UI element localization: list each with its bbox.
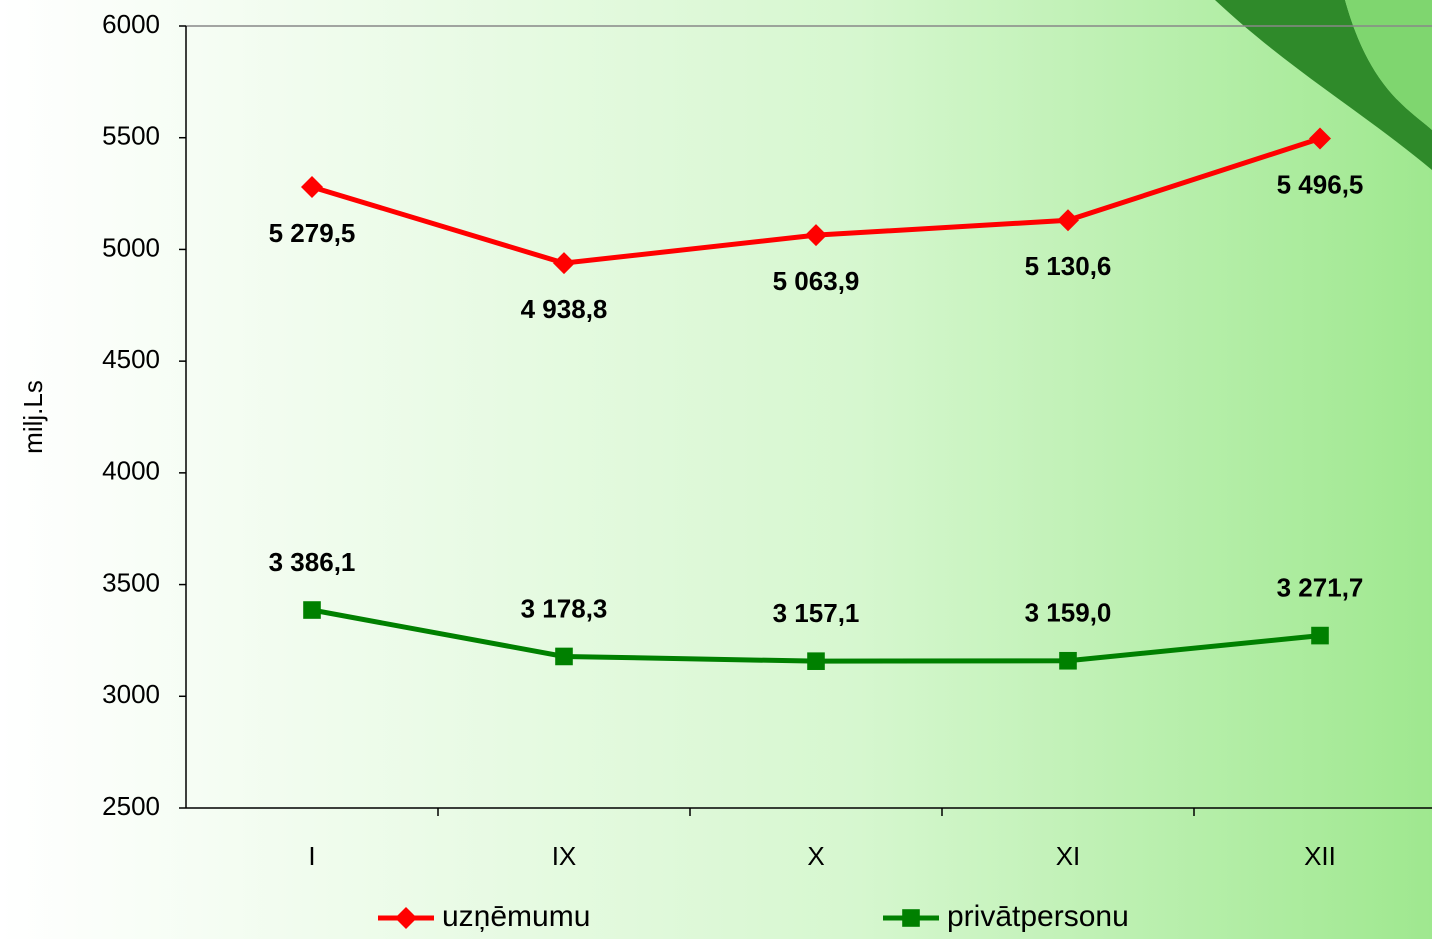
data-label: 3 159,0 <box>1025 598 1112 628</box>
y-tick-label: 4000 <box>102 456 160 486</box>
data-point <box>1059 651 1077 670</box>
legend-label: uzņēmumu <box>442 900 590 933</box>
data-point <box>1311 626 1329 645</box>
data-label: 5 279,5 <box>269 218 356 248</box>
x-tick-label: I <box>308 841 315 871</box>
y-tick-label: 5500 <box>102 121 160 151</box>
data-point <box>1057 209 1079 232</box>
decoration-leaf <box>1215 0 1432 170</box>
data-point <box>555 647 573 666</box>
decoration-leaf-light <box>1345 0 1432 130</box>
x-tick-label: IX <box>552 841 577 871</box>
data-label: 5 496,5 <box>1277 169 1364 199</box>
y-axis-label: milj.Ls <box>18 380 48 454</box>
legend-label: privātpersonu <box>947 900 1129 933</box>
data-label: 5 130,6 <box>1025 251 1112 281</box>
y-tick-label: 5000 <box>102 232 160 262</box>
x-tick-label: XI <box>1056 841 1081 871</box>
x-tick-label: X <box>807 841 824 871</box>
data-label: 3 271,7 <box>1277 572 1364 602</box>
data-point <box>303 601 321 619</box>
data-label: 3 386,1 <box>269 547 356 577</box>
legend-marker <box>902 909 920 927</box>
data-label: 3 157,1 <box>773 598 860 628</box>
data-label: 4 938,8 <box>521 294 608 324</box>
y-tick-label: 3500 <box>102 567 160 597</box>
y-tick-label: 3000 <box>102 679 160 709</box>
y-tick-label: 6000 <box>102 9 160 39</box>
data-point <box>805 224 827 247</box>
legend-marker <box>395 907 417 929</box>
data-point <box>553 252 575 275</box>
data-point <box>1309 127 1331 150</box>
x-tick-label: XII <box>1304 841 1336 871</box>
y-tick-label: 2500 <box>102 791 160 821</box>
data-point <box>301 175 323 198</box>
data-label: 5 063,9 <box>773 266 860 296</box>
data-point <box>807 652 825 670</box>
y-tick-label: 4500 <box>102 344 160 374</box>
data-label: 3 178,3 <box>521 593 608 623</box>
